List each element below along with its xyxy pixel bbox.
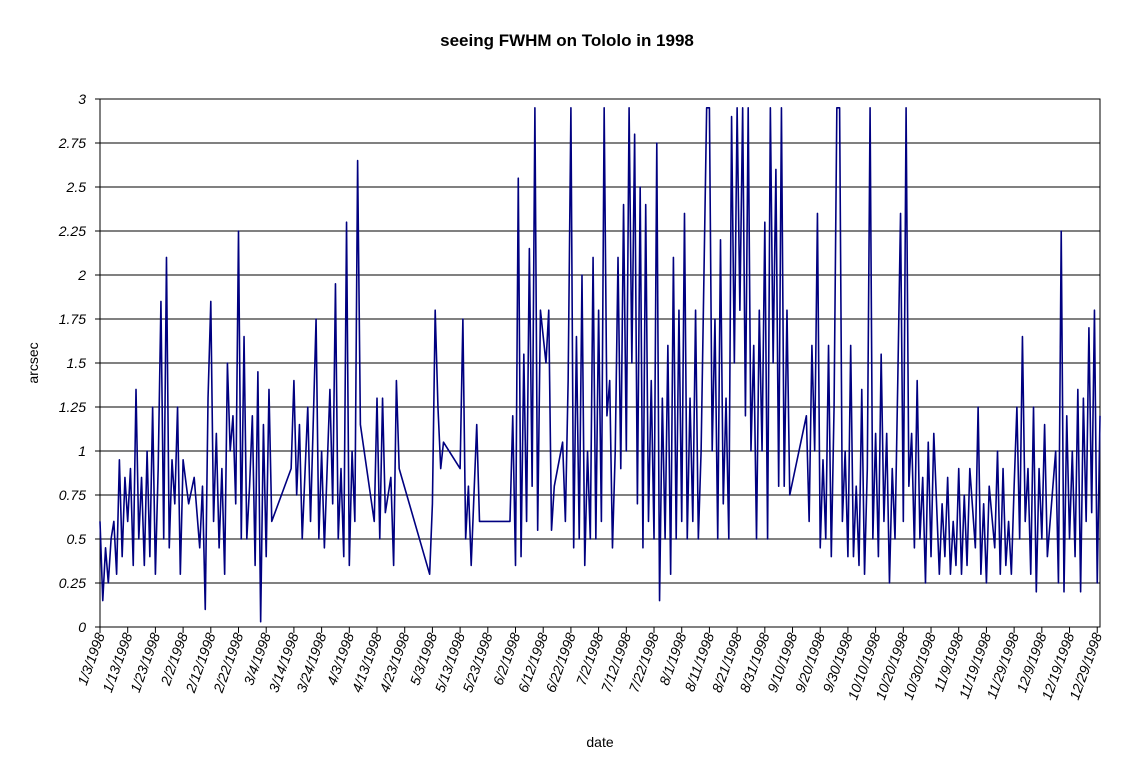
- x-axis-label: date: [586, 734, 613, 750]
- y-tick-label: 2.25: [58, 223, 86, 239]
- y-tick-label: 0.75: [59, 487, 86, 503]
- chart-title: seeing FWHM on Tololo in 1998: [440, 31, 694, 50]
- y-tick-label: 2.5: [66, 179, 87, 195]
- y-tick-label: 2: [77, 267, 86, 283]
- y-tick-label: 0: [78, 619, 86, 635]
- y-tick-label: 1: [78, 443, 86, 459]
- y-tick-label: 3: [78, 91, 86, 107]
- plot-border: [99, 98, 1101, 628]
- y-tick-label: 1.75: [59, 311, 86, 327]
- y-tick-label: 2.75: [58, 135, 86, 151]
- y-tick-label: 1.25: [59, 399, 86, 415]
- data-line: [99, 107, 1101, 623]
- y-tick-label: 0.5: [67, 531, 87, 547]
- y-axis-label: arcsec: [25, 342, 41, 383]
- y-tick-label: 0.25: [59, 575, 86, 591]
- y-tick-label: 1.5: [67, 355, 87, 371]
